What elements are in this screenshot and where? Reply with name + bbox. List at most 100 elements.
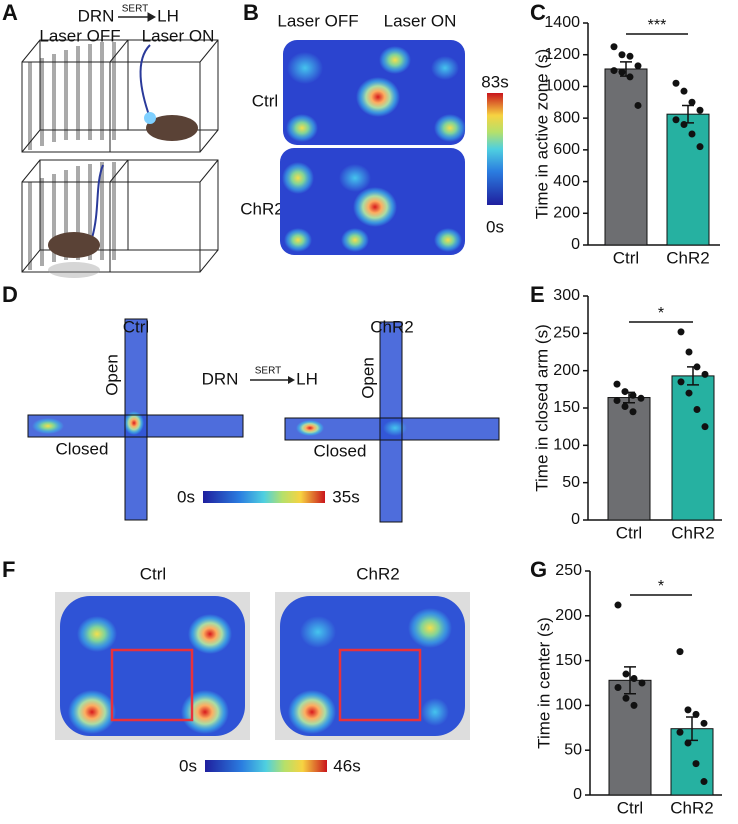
significance-label: *** <box>648 17 667 34</box>
data-point <box>634 101 642 109</box>
significance-label: * <box>658 578 664 595</box>
bar <box>607 397 651 521</box>
data-point <box>637 394 645 402</box>
data-point <box>634 62 642 70</box>
data-point <box>680 87 688 95</box>
data-point <box>700 719 708 727</box>
pathway-target: LH <box>296 369 318 388</box>
heatmap <box>280 40 503 255</box>
data-point <box>696 143 704 151</box>
panel-label: G <box>530 557 547 582</box>
panel-label: C <box>530 0 546 25</box>
data-point <box>696 106 704 114</box>
data-point <box>684 706 692 714</box>
data-point <box>614 601 622 609</box>
data-point <box>614 683 622 691</box>
y-tick-label: 150 <box>553 399 580 416</box>
y-tick-label: 0 <box>573 786 582 803</box>
x-tick-label: Ctrl <box>616 523 642 542</box>
condition-label: Laser ON <box>142 26 215 45</box>
panel-label: B <box>243 0 259 25</box>
row-label: ChR2 <box>240 199 283 218</box>
y-tick-label: 0 <box>571 511 580 528</box>
data-point <box>630 701 638 709</box>
x-tick-label: Ctrl <box>617 798 643 817</box>
bar <box>604 68 648 246</box>
data-point <box>638 679 646 687</box>
data-point <box>685 389 693 397</box>
y-tick-label: 150 <box>555 652 582 669</box>
row-label: Ctrl <box>252 91 278 110</box>
y-axis-label: Time in closed arm (s) <box>532 324 551 492</box>
arm-label: Open <box>102 354 121 396</box>
data-point <box>700 778 708 786</box>
y-tick-label: 200 <box>553 205 580 222</box>
y-tick-label: 200 <box>555 607 582 624</box>
data-point <box>613 397 621 405</box>
data-point <box>613 380 621 388</box>
y-axis-label: Time in active zone (s) <box>532 49 551 219</box>
data-point <box>701 423 709 431</box>
bar <box>671 375 715 521</box>
data-point <box>626 73 634 81</box>
pathway-source: DRN <box>202 369 239 388</box>
y-tick-label: 250 <box>555 562 582 579</box>
data-point <box>701 370 709 378</box>
arm-label: Closed <box>314 441 367 460</box>
colorbar-label: 0s <box>179 756 197 775</box>
y-tick-label: 50 <box>562 474 580 491</box>
panel-label: F <box>2 557 15 582</box>
panel-label: A <box>2 0 18 25</box>
colorbar-label: 35s <box>332 487 359 506</box>
data-point <box>618 51 626 59</box>
y-tick-label: 250 <box>553 325 580 342</box>
panel-label: E <box>530 282 545 307</box>
bar <box>608 679 652 796</box>
data-point <box>610 43 618 51</box>
data-point <box>676 728 684 736</box>
panel-a <box>21 12 219 278</box>
x-tick-label: Ctrl <box>613 248 639 267</box>
data-point <box>672 116 680 124</box>
pathway-source: DRN <box>78 6 115 25</box>
data-point <box>630 675 638 683</box>
bar <box>666 113 710 246</box>
data-point <box>685 348 693 356</box>
colorbar-label: 0s <box>177 487 195 506</box>
data-point <box>622 670 630 678</box>
y-tick-label: 100 <box>553 437 580 454</box>
y-tick-label: 200 <box>553 362 580 379</box>
data-point <box>684 739 692 747</box>
condition-label: Laser OFF <box>277 11 358 30</box>
y-tick-label: 100 <box>555 697 582 714</box>
data-point <box>692 760 700 768</box>
heatmap <box>55 592 470 772</box>
group-label: Ctrl <box>140 564 166 583</box>
x-tick-label: ChR2 <box>670 798 713 817</box>
colorbar-label: 46s <box>333 756 360 775</box>
data-point <box>688 98 696 106</box>
data-point <box>677 328 685 336</box>
condition-label: Laser ON <box>384 11 457 30</box>
colorbar-label: 0s <box>486 217 504 236</box>
data-point <box>688 130 696 138</box>
y-tick-label: 1000 <box>544 78 580 95</box>
pathway-marker: SERT <box>122 4 149 15</box>
data-point <box>692 710 700 718</box>
data-point <box>629 391 637 399</box>
y-tick-label: 800 <box>553 109 580 126</box>
data-point <box>622 694 630 702</box>
colorbar-label: 83s <box>481 72 508 91</box>
y-tick-label: 600 <box>553 141 580 158</box>
data-point <box>626 52 634 60</box>
y-tick-label: 0 <box>571 236 580 253</box>
data-point <box>693 405 701 413</box>
data-point <box>621 403 629 411</box>
x-tick-label: ChR2 <box>671 523 714 542</box>
data-point <box>677 378 685 386</box>
group-label: ChR2 <box>356 564 399 583</box>
y-tick-label: 400 <box>553 173 580 190</box>
pathway-marker: SERT <box>255 366 282 377</box>
arm-label: Open <box>358 357 377 399</box>
pathway-target: LH <box>157 6 179 25</box>
